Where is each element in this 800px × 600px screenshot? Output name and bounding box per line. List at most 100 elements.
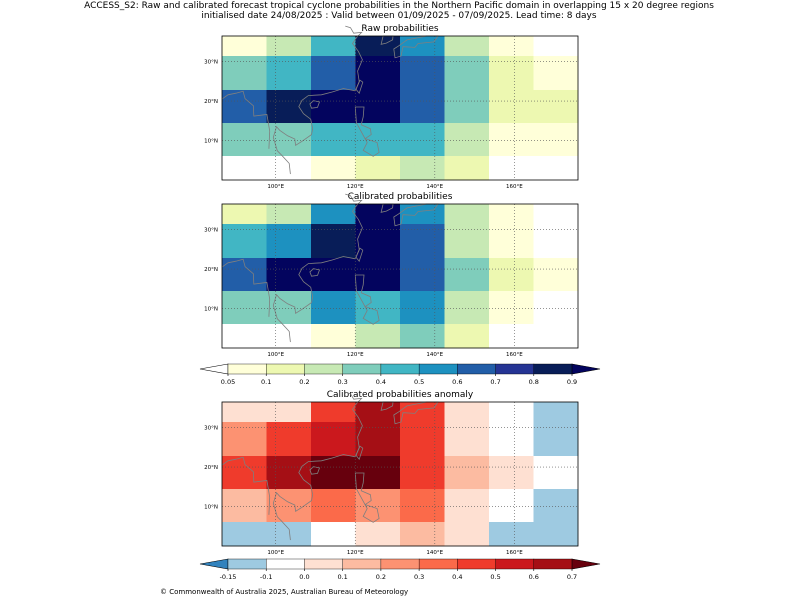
heatmap-cell (489, 90, 534, 124)
y-tick-label: 20°N (204, 267, 218, 273)
colorbar-tick-label: 0.3 (414, 573, 424, 581)
colorbar-tick-label: 0.8 (529, 378, 539, 386)
heatmap-cell (355, 123, 401, 157)
heatmap-cell (266, 156, 312, 181)
colorbar-segment (457, 363, 496, 375)
coastline (345, 25, 363, 91)
y-tick-label: 30°N (204, 426, 218, 432)
heatmap-cell (355, 224, 401, 259)
heatmap-cell (311, 36, 356, 57)
heatmap-cell (533, 123, 579, 157)
x-tick-label: 100°E (267, 550, 284, 556)
colorbar-segment (266, 363, 305, 375)
copyright-text: © Commonwealth of Australia 2025, Austra… (160, 588, 408, 596)
heatmap-cell (400, 123, 445, 157)
colorbar-tick-label: 0.7 (567, 573, 577, 581)
heatmap-cell (489, 522, 534, 547)
x-tick-label: 100°E (267, 184, 284, 190)
heatmap-cell (266, 224, 312, 259)
heatmap-cell (444, 402, 490, 423)
colorbar-segment (533, 558, 573, 570)
heatmap-cell (266, 204, 312, 225)
coastline (272, 88, 356, 175)
heatmap-cell (444, 90, 490, 124)
heatmap-cell (400, 291, 445, 325)
heatmap-cell (222, 522, 267, 547)
heatmap-cell (400, 56, 445, 91)
y-tick-label: 20°N (204, 465, 218, 471)
heatmap-cell (311, 90, 356, 124)
heatmap-cell (489, 156, 534, 181)
colorbar-tick-label: 0.6 (529, 573, 539, 581)
heatmap-cell (533, 156, 579, 181)
colorbar-segment (533, 363, 573, 375)
colorbar-tick-label: 0.1 (261, 378, 271, 386)
colorbar-tick-label: 0.1 (337, 573, 347, 581)
coastline (272, 256, 356, 343)
map-panel: Raw probabilities 100°E 120°E 140°E 160°E 10°… (204, 24, 579, 190)
x-tick-label: 140°E (426, 550, 443, 556)
heatmap-cell (400, 224, 445, 259)
heatmap-cell (222, 402, 267, 423)
colorbar-tick-label: 0.6 (452, 378, 462, 386)
colorbar: 0.05 0.1 0.2 0.3 0.4 0.5 0.6 0.7 0.8 0.9 (199, 363, 601, 386)
heatmap-cell (444, 156, 490, 181)
heatmap-cell (355, 36, 401, 57)
heatmap-cell (533, 402, 579, 423)
colorbar-tick-label: 0.5 (414, 378, 424, 386)
heatmap-cell (222, 56, 267, 91)
heatmap-cell (311, 456, 356, 490)
y-tick-label: 30°N (204, 228, 218, 234)
heatmap-cell (311, 56, 356, 91)
y-tick-label: 30°N (204, 60, 218, 66)
heatmap-cell (489, 56, 534, 91)
heatmap-cell (400, 522, 445, 547)
heatmap-cell (266, 422, 312, 457)
heatmap-cell (489, 402, 534, 423)
colorbar-segment (495, 363, 535, 375)
y-tick-label: 10°N (204, 505, 218, 511)
heatmap-cell (489, 489, 534, 523)
map-frame (221, 401, 579, 547)
heatmap-cell (311, 204, 356, 225)
heatmap-cell (266, 56, 312, 91)
heatmap-cell (355, 402, 401, 423)
x-tick-label: 120°E (347, 550, 364, 556)
colorbar-segment (418, 363, 458, 375)
colorbar-tick-label: 0.2 (376, 573, 386, 581)
heatmap-cell (444, 291, 490, 325)
panel-title: Calibrated probabilities (348, 192, 453, 202)
heatmap-cell (489, 36, 534, 57)
island-outline (355, 79, 364, 95)
x-tick-label: 140°E (426, 184, 443, 190)
heatmap-cell (489, 258, 534, 292)
island-outline (355, 445, 364, 461)
heatmap-cell (222, 36, 267, 57)
heatmap-cell (533, 90, 579, 124)
island-outline (380, 203, 394, 213)
colorbar-segment (227, 558, 267, 570)
heatmap-cell (489, 456, 534, 490)
heatmap-cell (444, 123, 490, 157)
heatmap-cell (489, 291, 534, 325)
heatmap-cell (533, 224, 579, 259)
heatmap-cell (444, 522, 490, 547)
colorbar-tick-label: 0.7 (490, 378, 500, 386)
heatmap-cell (444, 204, 490, 225)
island-outline (354, 472, 380, 523)
coastline (221, 90, 271, 149)
heatmap-cell (533, 456, 579, 490)
panel-title: Calibrated probabilities anomaly (327, 390, 474, 400)
coastline (221, 258, 271, 317)
colorbar: -0.15 -0.1 0.0 0.1 0.2 0.3 0.4 0.5 0.6 0.7 (199, 558, 601, 581)
coastline (345, 193, 363, 259)
heatmap-cell (533, 422, 579, 457)
colorbar-segment (380, 363, 420, 375)
x-tick-label: 160°E (506, 550, 523, 556)
heatmap-cell (489, 324, 534, 349)
map-panel: Calibrated probabilities 100°E 120°E 140°E 1… (204, 192, 579, 358)
map-frame (221, 35, 579, 181)
colorbar-over-extension (571, 363, 601, 375)
heatmap-cell (222, 291, 267, 325)
island-outline (393, 203, 439, 227)
